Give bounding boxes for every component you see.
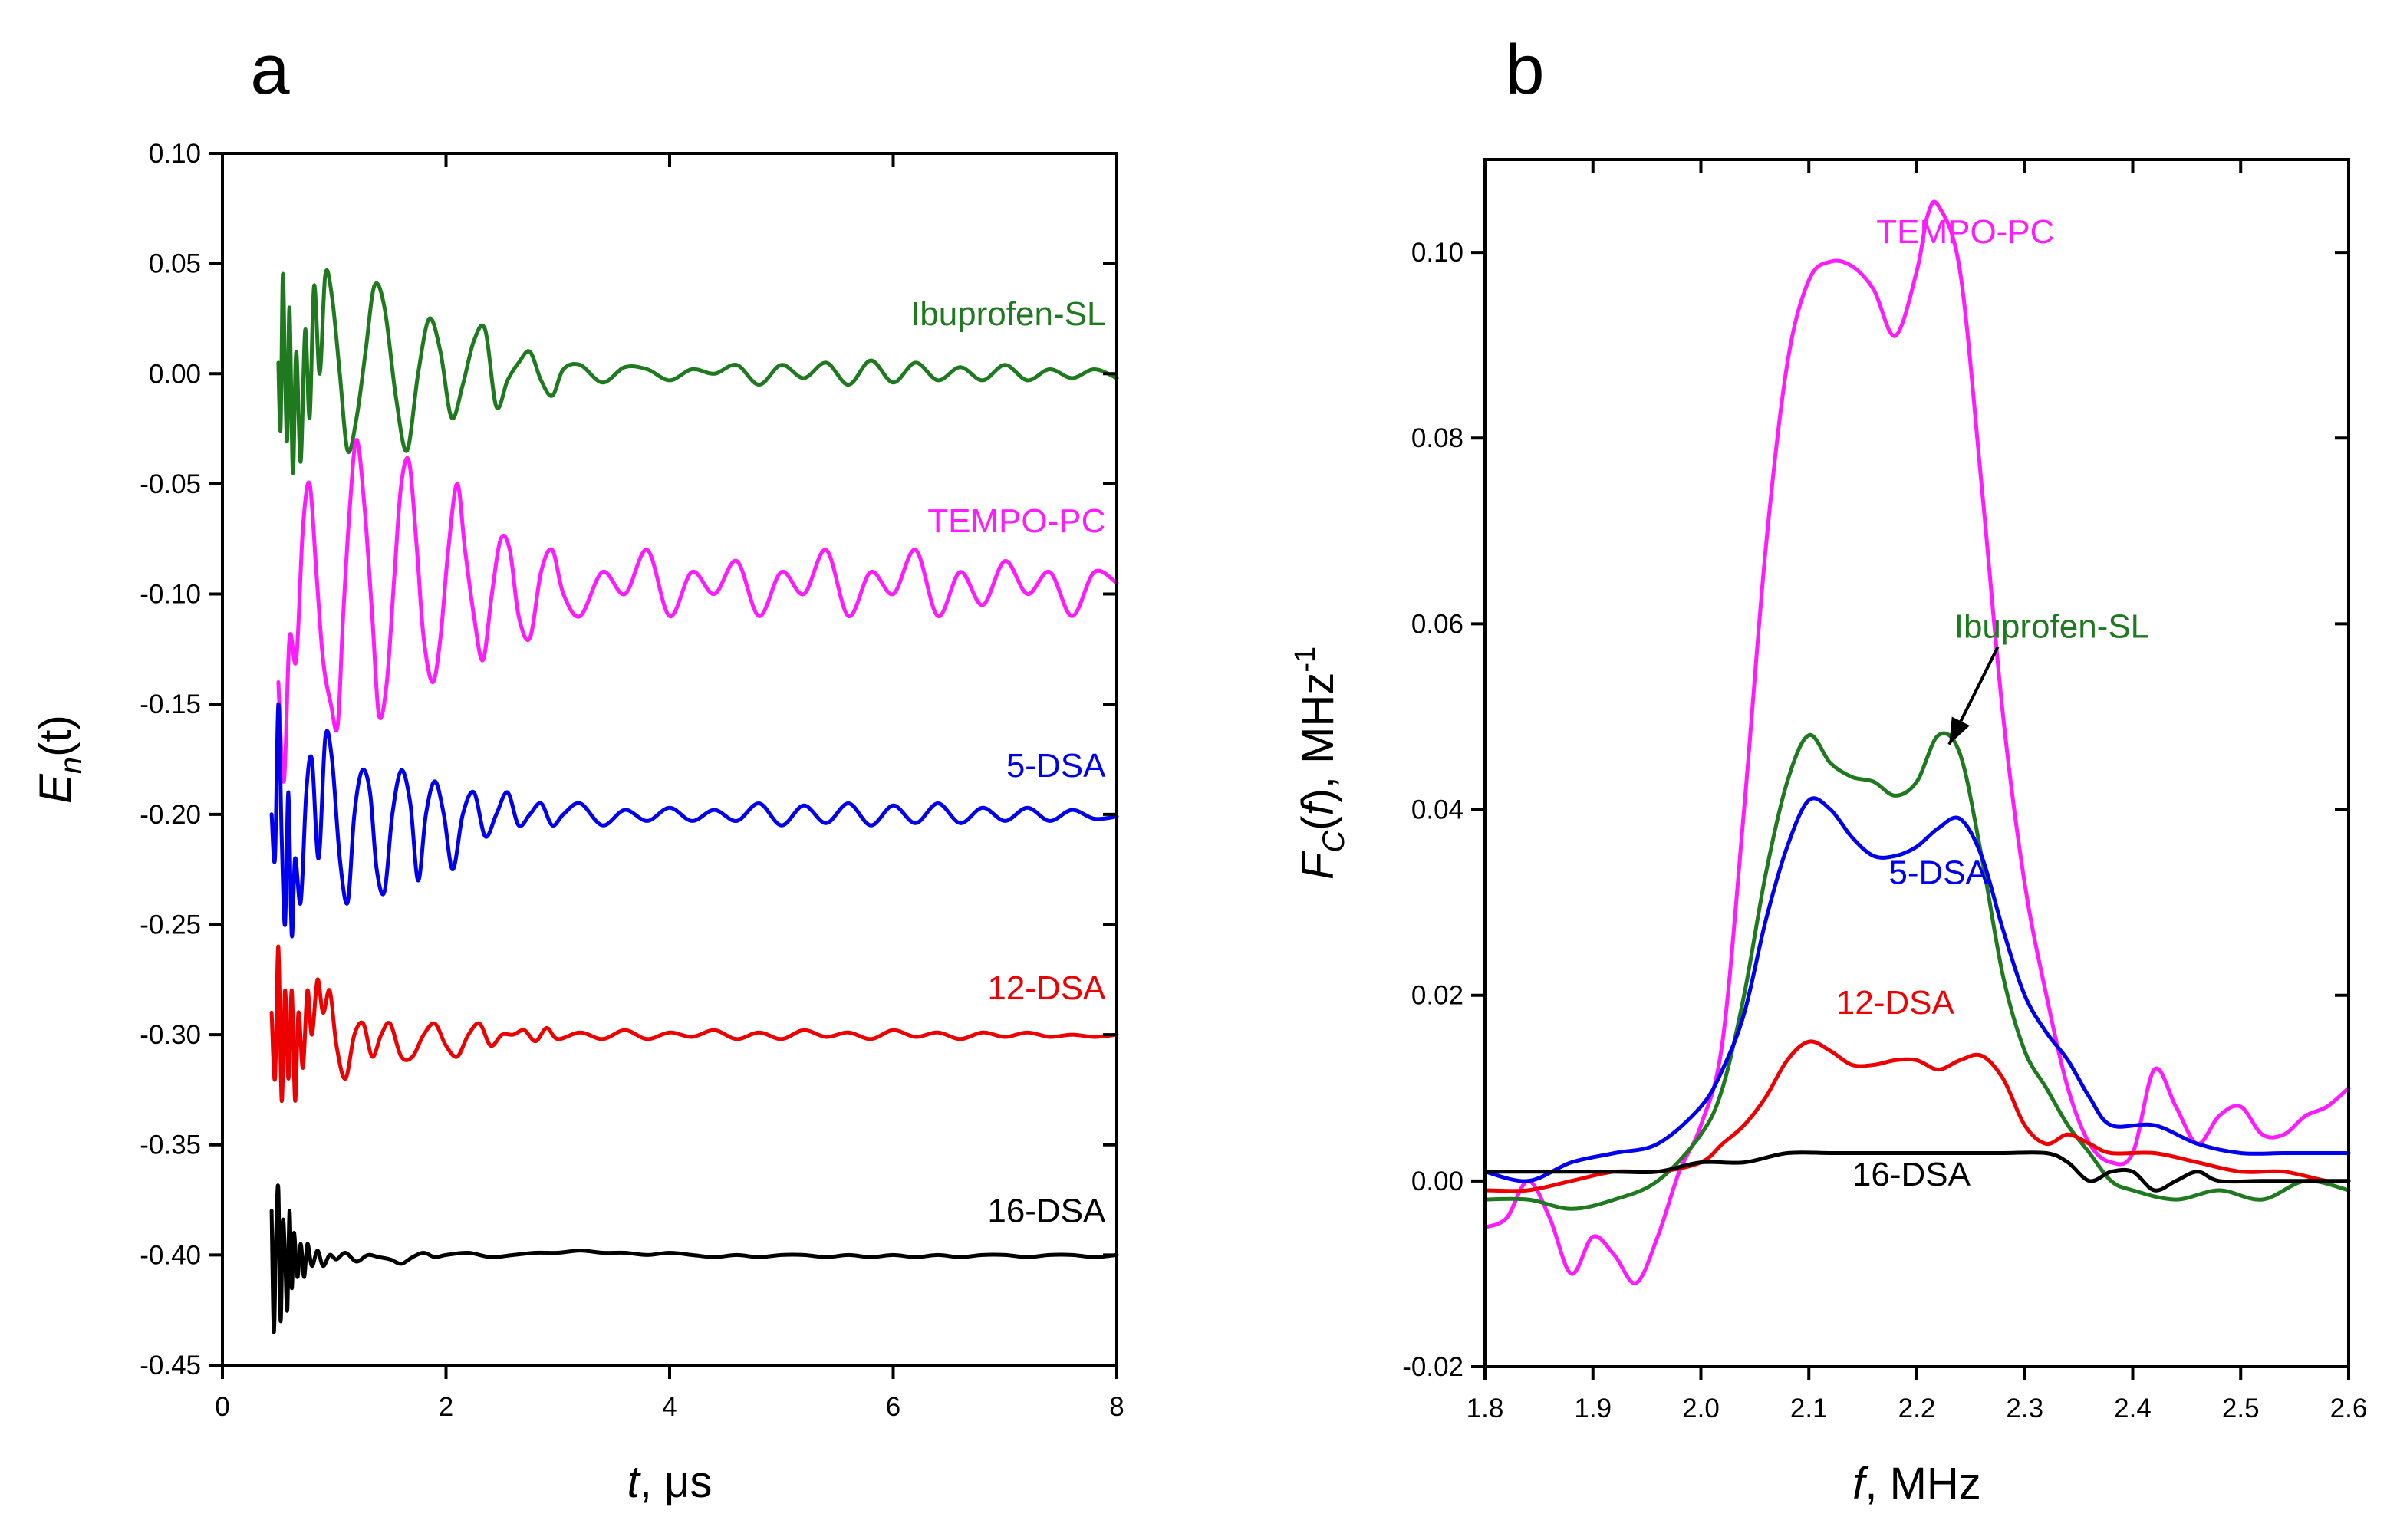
- series-line-tempo-pc: [276, 438, 1119, 784]
- x-tick-label: 1.9: [1574, 1394, 1612, 1423]
- x-tick-label: 8: [1109, 1392, 1124, 1422]
- y-axis-label-sub: C: [1317, 830, 1351, 853]
- chart-panel-a: Ibuprofen-SL TEMPO-PC 5-DSA 12-DSA 16-DSA 0 2 4…: [31, 139, 1124, 1507]
- x-axis-label: t, μs: [627, 1457, 713, 1507]
- x-tick-label: 4: [662, 1392, 677, 1422]
- series-line-12-dsa: [269, 944, 1119, 1103]
- series-label-5-dsa: 5-DSA: [1888, 854, 1988, 891]
- series-line-5-dsa: [1483, 796, 2351, 1183]
- series-label-5-dsa: 5-DSA: [1006, 747, 1106, 785]
- x-tick-label: 2.0: [1682, 1394, 1720, 1423]
- series-label-12-dsa: 12-DSA: [1836, 984, 1955, 1022]
- series-label-tempo-pc: TEMPO-PC: [927, 502, 1105, 540]
- x-axis-label-unit: , MHz: [1865, 1459, 1980, 1509]
- series-line-16-dsa: [1483, 1150, 2351, 1193]
- y-tick-label: 0.00: [149, 359, 201, 389]
- x-tick-label: 0: [215, 1392, 229, 1422]
- x-tick-label: 2.5: [2222, 1394, 2260, 1423]
- y-tick-label: -0.25: [140, 910, 201, 939]
- chart-panel-b: TEMPO-PC Ibuprofen-SL 5-DSA 12-DSA 16-DSA 1.8…: [1289, 158, 2368, 1509]
- x-tick-label: 2.3: [2006, 1394, 2043, 1423]
- y-tick-label: -0.30: [140, 1020, 201, 1050]
- x-axis-label-var: t: [627, 1457, 642, 1507]
- y-tick-label: -0.20: [140, 800, 201, 830]
- x-axis-label-unit: , μs: [640, 1457, 713, 1507]
- series-line-16-dsa: [269, 1183, 1119, 1334]
- y-tick-label: -0.10: [140, 580, 201, 610]
- y-axis-label-sub: n: [54, 757, 88, 774]
- y-tick-label: -0.02: [1402, 1352, 1463, 1382]
- y-tick-label: 0.00: [1411, 1167, 1463, 1196]
- plot-frame: [221, 152, 1118, 1367]
- series-line-ibuprofen-sl: [276, 268, 1119, 475]
- y-tick-label: -0.40: [140, 1240, 201, 1270]
- series-label-tempo-pc: TEMPO-PC: [1876, 213, 2054, 251]
- x-tick-label: 2.4: [2114, 1394, 2152, 1423]
- annotation-arrow-head: [1949, 716, 1971, 745]
- x-tick-label: 6: [886, 1392, 900, 1422]
- y-tick-label: 0.08: [1411, 423, 1463, 453]
- panel-a-label: a: [250, 31, 290, 109]
- y-axis-label-main: F: [1293, 850, 1343, 880]
- series-label-12-dsa: 12-DSA: [987, 969, 1106, 1007]
- x-tick-label: 1.8: [1467, 1394, 1504, 1423]
- y-tick-label: -0.15: [140, 689, 201, 719]
- series-line-ibuprofen-sl: [1483, 731, 2351, 1211]
- x-tick-label: 2: [439, 1392, 453, 1422]
- panel-b-label: b: [1505, 31, 1544, 109]
- y-axis-label-main: E: [31, 773, 81, 804]
- y-tick-label: -0.35: [140, 1130, 201, 1160]
- y-tick-label: 0.10: [149, 139, 201, 169]
- x-tick-label: 2.1: [1790, 1394, 1828, 1423]
- y-tick-label: 0.05: [149, 249, 201, 279]
- x-axis-label: f, MHz: [1852, 1459, 1981, 1509]
- series-label-ibuprofen-sl: Ibuprofen-SL: [910, 295, 1105, 333]
- y-axis-label: FC(f), MHz-1: [1289, 647, 1351, 880]
- y-tick-label: 0.10: [1411, 238, 1463, 268]
- y-axis-label-sup: -1: [1289, 647, 1322, 673]
- series-label-ibuprofen-sl: Ibuprofen-SL: [1954, 608, 2149, 646]
- y-axis-label-arg: (t): [31, 715, 81, 757]
- y-tick-label: 0.02: [1411, 981, 1463, 1011]
- y-tick-label: -0.05: [140, 469, 201, 499]
- y-tick-label: 0.06: [1411, 609, 1463, 639]
- x-tick-label: 2.6: [2330, 1394, 2368, 1423]
- y-axis-label-unit: ), MHz: [1293, 673, 1343, 804]
- series-line-5-dsa: [269, 702, 1119, 939]
- y-axis-label: En(t): [31, 715, 88, 804]
- series-label-16-dsa: 16-DSA: [1852, 1156, 1971, 1193]
- y-tick-label: 0.04: [1411, 795, 1463, 825]
- series-label-16-dsa: 16-DSA: [987, 1192, 1106, 1229]
- series-line-tempo-pc: [1483, 199, 2351, 1285]
- y-tick-label: -0.45: [140, 1351, 201, 1380]
- x-tick-label: 2.2: [1898, 1394, 1936, 1423]
- y-axis-label-open: (: [1293, 816, 1343, 831]
